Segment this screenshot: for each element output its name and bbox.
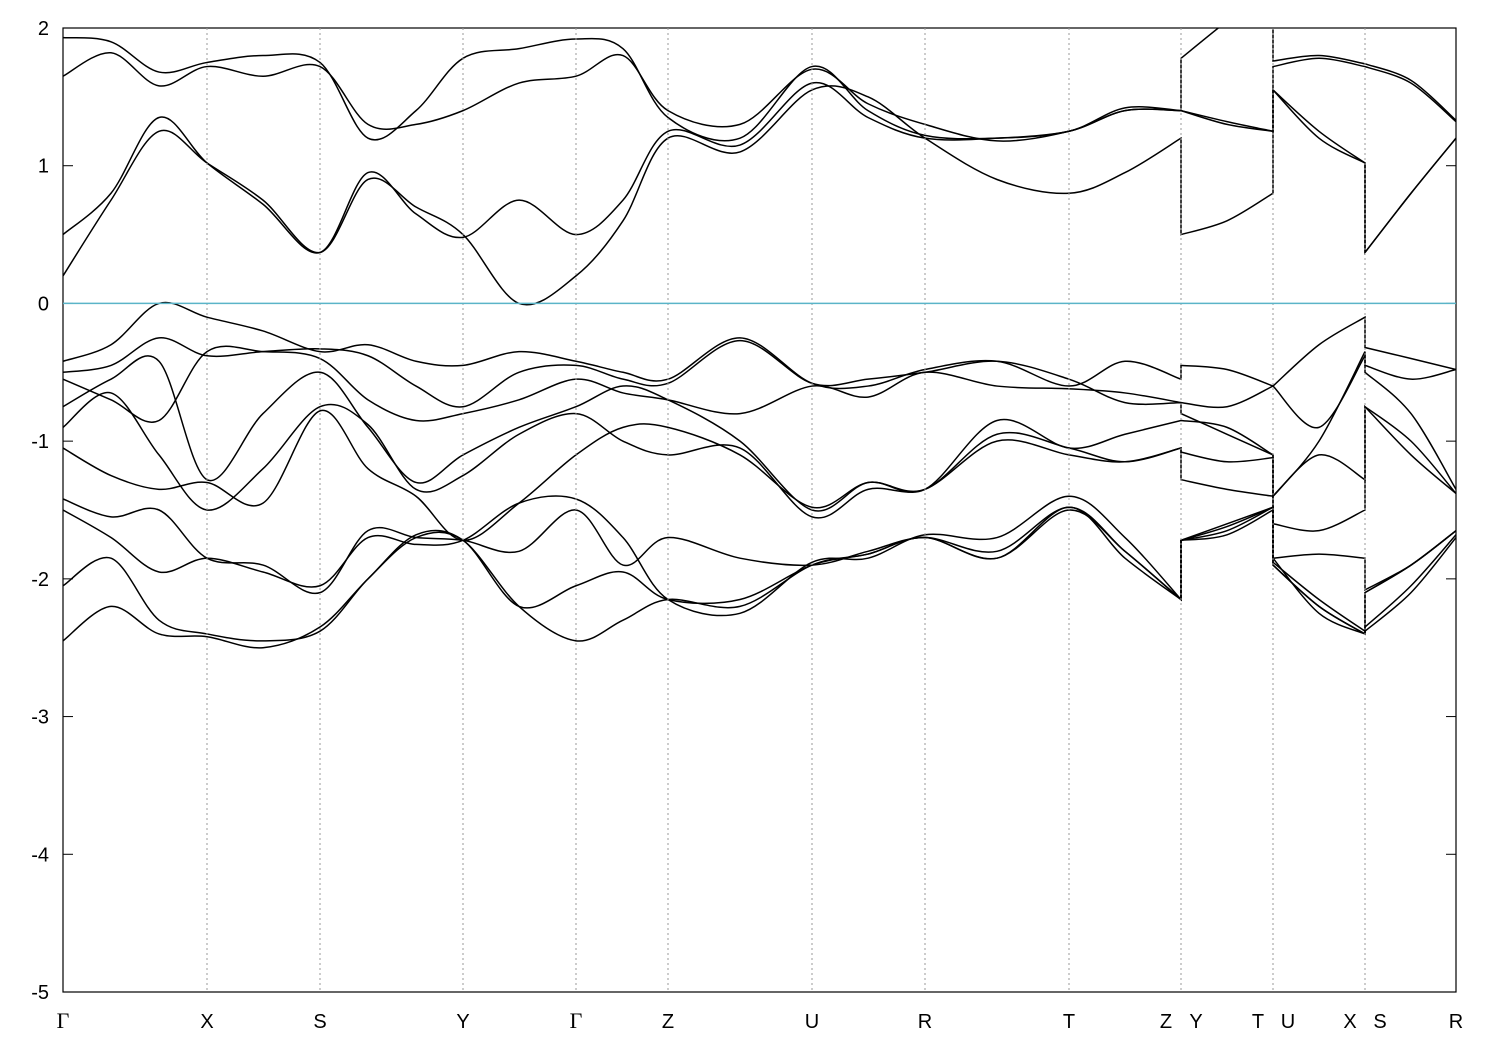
x-tick-label: Y xyxy=(456,1011,469,1033)
band-line xyxy=(63,409,1456,592)
x-tick-label: S xyxy=(313,1011,326,1033)
x-tick-label: Γ xyxy=(57,1008,70,1033)
band-line xyxy=(63,85,1456,306)
x-tick-label: Y xyxy=(1189,1011,1202,1033)
x-tick-label: R xyxy=(918,1011,932,1033)
y-tick-label: -4 xyxy=(31,844,49,866)
y-tick-label: -2 xyxy=(31,569,49,591)
x-tick-label: U xyxy=(805,1011,819,1033)
x-tick-label: Γ xyxy=(570,1008,583,1033)
x-tick-label: Z xyxy=(662,1011,674,1033)
band-line xyxy=(63,28,1456,142)
band-line xyxy=(63,337,1456,429)
band-line xyxy=(63,495,1456,633)
band-line xyxy=(63,301,1456,390)
band-line xyxy=(63,345,1456,499)
band-line xyxy=(63,57,1456,254)
band-line xyxy=(63,391,1456,532)
y-tick-label: 2 xyxy=(38,18,49,40)
plot-frame xyxy=(62,27,1457,993)
x-tick-label: T xyxy=(1063,1011,1075,1033)
x-tick-label: X xyxy=(200,1011,213,1033)
x-tick-label: U xyxy=(1281,1011,1295,1033)
band-line xyxy=(63,506,1456,649)
band-line xyxy=(63,355,1456,512)
x-tick-label: T xyxy=(1252,1011,1264,1033)
band-line xyxy=(63,36,1456,255)
x-tick-label: R xyxy=(1449,1011,1463,1033)
x-tick-label: Z xyxy=(1160,1011,1172,1033)
y-tick-label: 1 xyxy=(38,156,49,178)
y-tick-label: -1 xyxy=(31,431,49,453)
x-tick-label: S xyxy=(1373,1011,1386,1033)
band-line xyxy=(63,506,1456,642)
x-tick-label: X xyxy=(1343,1011,1356,1033)
bands xyxy=(63,28,1456,649)
y-tick-label: -3 xyxy=(31,707,49,729)
y-tick-label: -5 xyxy=(31,982,49,1004)
y-tick-label: 0 xyxy=(38,293,49,315)
